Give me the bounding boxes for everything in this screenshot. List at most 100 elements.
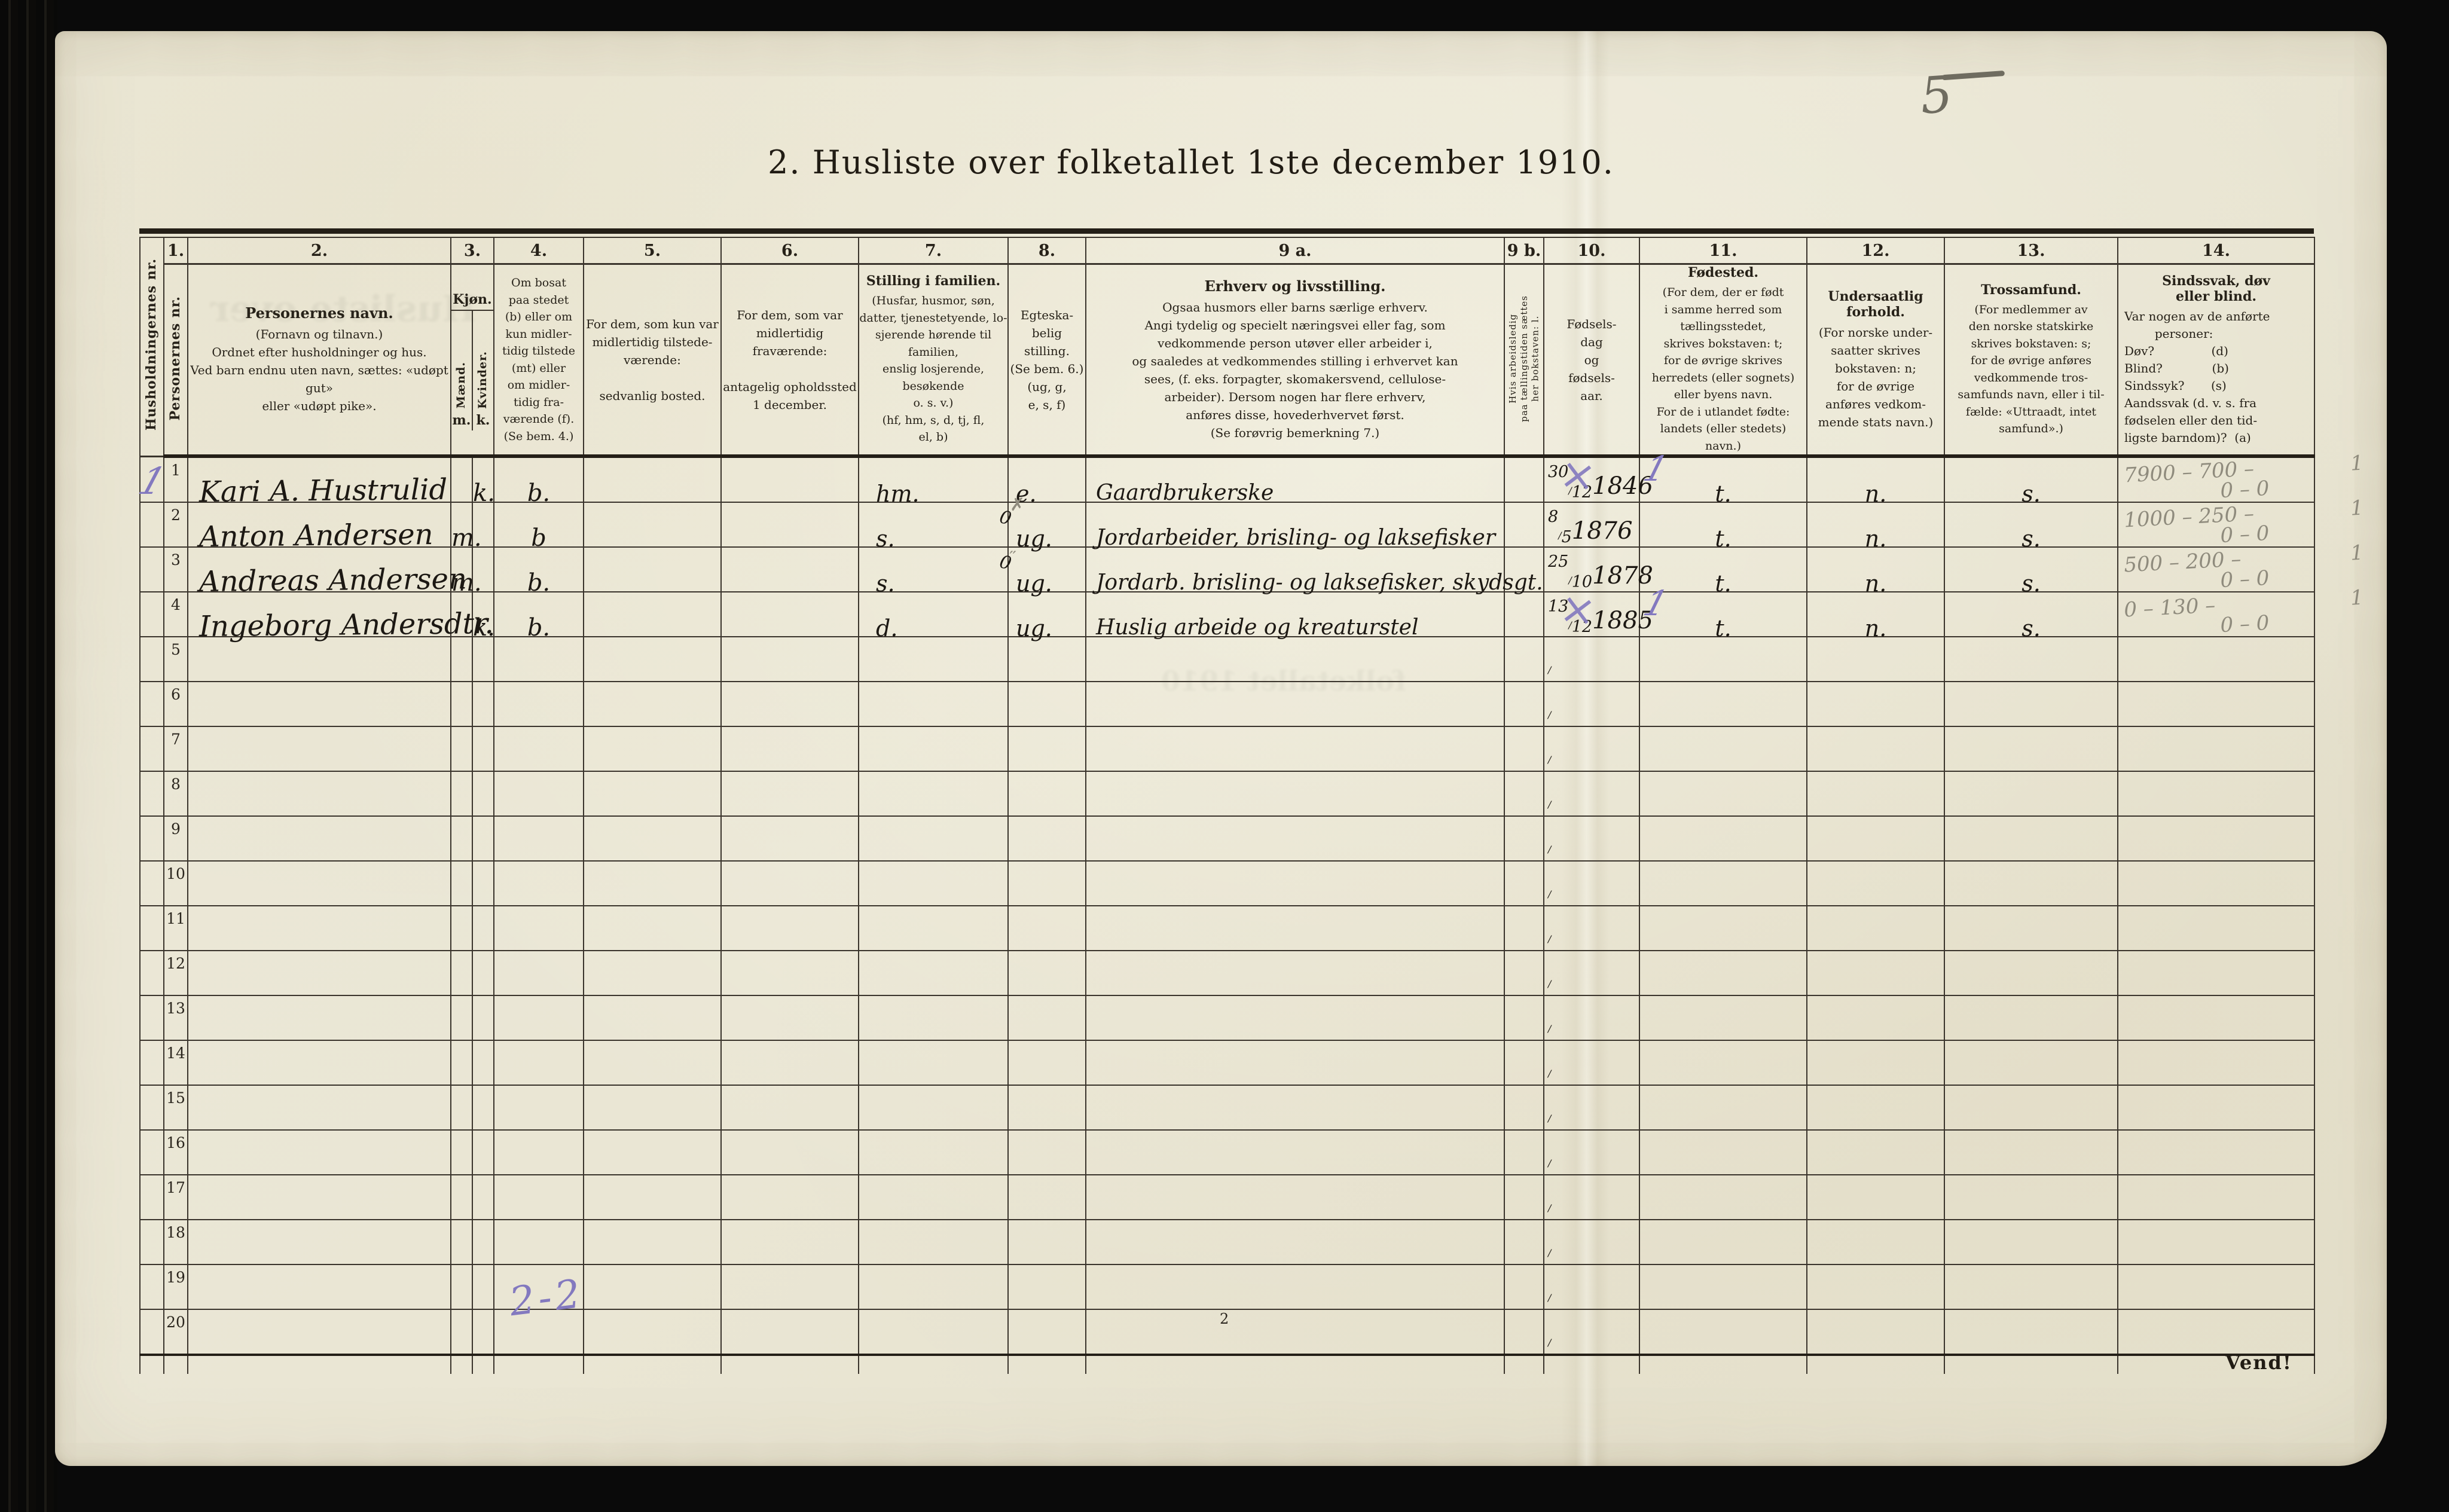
cell-temporary-absent	[720, 995, 859, 1041]
cell-temporary-present	[583, 1129, 722, 1175]
cell-residence	[493, 1129, 584, 1175]
cell-unemployed	[1504, 1174, 1544, 1220]
family-position-text: (Husfar, husmor, søn, datter, tjenestety…	[859, 294, 1007, 444]
cell-disability	[2117, 860, 2315, 906]
header-disability: Sindssvak, døv eller blind. Var nogen av…	[2117, 263, 2315, 458]
handwritten-birthplace: t.	[1715, 525, 1732, 552]
handwritten-religion: s.	[2022, 570, 2041, 597]
cell-religion: s.	[1944, 502, 2118, 550]
cell-sex-female	[472, 1040, 494, 1086]
cell-disability: 500 – 200 –1 0 – 0	[2117, 541, 2364, 592]
pencil-tail-digit: 1	[2350, 496, 2364, 521]
cell-sex-female	[472, 860, 494, 906]
cell-person-nr: 3	[163, 546, 188, 592]
rule-stub-cell	[583, 1355, 722, 1374]
ink-tally-note: 2-2	[506, 1270, 587, 1325]
cell-residence	[493, 1085, 584, 1131]
cell-residence	[493, 1219, 584, 1265]
header-household-nr: Husholdningernes nr.	[139, 237, 164, 457]
cell-temporary-present	[583, 456, 722, 503]
cell-sex-male	[450, 1309, 473, 1356]
person-number: 4	[171, 596, 181, 613]
cell-citizenship	[1806, 681, 1945, 727]
table-row: 7 /	[139, 726, 2315, 772]
cell-citizenship	[1806, 950, 1945, 996]
book-page-stack-edge	[0, 0, 57, 1512]
handwritten-birthplace: t.	[1715, 615, 1732, 642]
handwritten-residence: b	[531, 524, 546, 552]
cell-sex-female	[472, 950, 494, 996]
pencil-check-mark: ✗	[1010, 494, 1025, 515]
pencil-valuation-note: 7900 – 700 –1 0 – 0	[2123, 451, 2365, 506]
cell-unemployed	[1504, 860, 1544, 906]
cell-citizenship: n.	[1806, 591, 1945, 640]
cell-citizenship: n.	[1806, 502, 1945, 550]
religion-title: Trossamfund.	[1981, 282, 2081, 298]
cell-birthplace	[1639, 950, 1807, 996]
cell-disability	[2117, 995, 2315, 1041]
cell-citizenship	[1806, 1040, 1945, 1086]
sex-female-label: Kvinder.	[476, 350, 490, 409]
cell-birthplace: t.	[1639, 546, 1807, 595]
unemployed-label: Hvis arbeidsledig paa tællingstiden sætt…	[1507, 295, 1541, 422]
handwritten-marital-status: ug.	[1016, 570, 1052, 597]
cell-temporary-absent	[720, 950, 859, 996]
cell-occupation	[1085, 1129, 1505, 1175]
census-table: Husholdningernes nr. 1. 2. 3. 4. 5. 6. 7…	[133, 228, 2364, 1374]
cell-name	[187, 950, 451, 996]
birthplace-text: (For dem, der er født i samme herred som…	[1651, 286, 1795, 453]
person-nr-label: Personernes nr.	[167, 296, 184, 421]
cell-sex-female	[472, 905, 494, 951]
cell-marital-status	[1007, 995, 1086, 1041]
cell-person-nr: 19	[163, 1264, 188, 1310]
person-number: 17	[166, 1179, 185, 1196]
household-nr-label: Husholdningernes nr.	[143, 258, 160, 431]
pencil-corner-stroke	[1941, 70, 2005, 81]
person-number: 20	[166, 1314, 185, 1331]
rule-stub-cell	[2117, 1355, 2315, 1374]
colnum-4: 4.	[493, 237, 584, 265]
sex-header-label: Kjøn.	[451, 289, 493, 311]
handwritten-residence: b.	[527, 569, 551, 597]
cell-marital-status: ug. ✗	[1007, 494, 1086, 550]
cell-marital-status: ug. ˶	[1007, 539, 1086, 597]
cell-birthplace	[1639, 1264, 1807, 1310]
cell-temporary-absent	[720, 726, 859, 772]
cell-marital-status	[1007, 1129, 1086, 1175]
cell-citizenship	[1806, 995, 1945, 1041]
cell-religion	[1944, 1219, 2118, 1265]
cell-name	[187, 815, 451, 862]
table-row: 11 /	[139, 905, 2315, 951]
cell-person-nr: 2	[163, 502, 188, 548]
colnum-11: 11.	[1639, 237, 1807, 265]
cell-person-nr: 18	[163, 1219, 188, 1265]
cell-family-position	[858, 905, 1009, 951]
cell-household-nr	[139, 502, 164, 548]
cell-birthplace	[1639, 1129, 1807, 1175]
cell-household-nr	[139, 815, 164, 862]
cell-religion: s.	[1944, 546, 2118, 597]
cell-sex-female	[472, 636, 494, 682]
column-header-row: Personernes nr. Personernes navn. (Forna…	[140, 263, 2315, 458]
cell-sex-male	[450, 1174, 473, 1220]
cell-sex-female	[472, 771, 494, 817]
cell-birthdate: /	[1543, 726, 1640, 772]
cell-occupation	[1085, 1309, 1505, 1356]
cell-sex-male	[450, 950, 473, 996]
rule-stub-cell	[163, 1355, 188, 1374]
cell-disability	[2117, 1174, 2315, 1220]
cell-person-nr: 8	[163, 771, 188, 817]
cell-person-nr: 13	[163, 995, 188, 1041]
cell-religion	[1944, 950, 2118, 996]
table-row: 6 /	[139, 681, 2315, 727]
cell-temporary-absent	[720, 1085, 859, 1131]
cell-occupation	[1085, 726, 1505, 772]
cell-disability	[2117, 726, 2315, 772]
handwritten-citizenship: n.	[1864, 570, 1887, 597]
birth-month: 10	[1571, 573, 1593, 591]
sex-female-subcolumn: Kvinder. k.	[472, 310, 493, 430]
disability-text: Var nogen av de anførte personer: Døv? (…	[2124, 308, 2270, 445]
cell-temporary-absent	[720, 502, 859, 548]
residence-header-text: Om bosat paa stedet (b) eller om kun mid…	[502, 276, 575, 443]
cell-name	[187, 995, 451, 1041]
